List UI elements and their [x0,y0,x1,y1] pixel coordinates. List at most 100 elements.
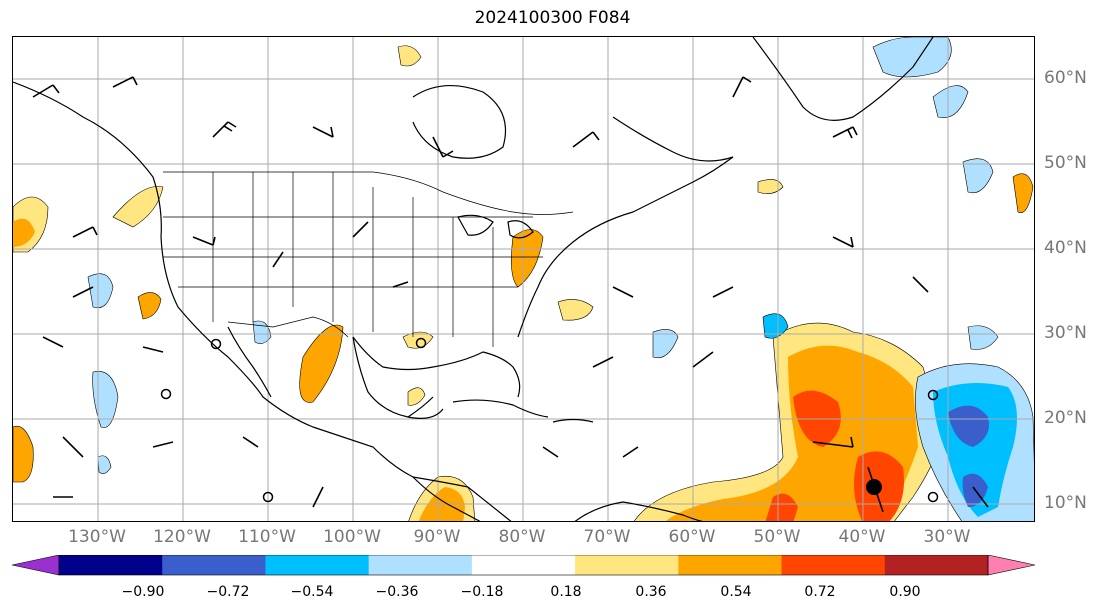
cool-anomaly-region [872,37,952,78]
lon-label-120w: 120°W [153,527,211,547]
lon-label-130w: 130°W [68,527,126,547]
wind-barb-icon [832,236,854,248]
colorbar-tick: 0.72 [804,584,836,600]
wind-barb-icon [152,441,174,448]
wind-barb-icon [212,121,237,138]
wind-barb-icon [142,346,164,353]
wind-barb-icon [112,76,138,88]
wind-barb-icon [42,336,64,348]
yucatan [407,408,444,419]
calm-circle-icon [927,491,939,503]
hudson-bay [412,84,507,159]
warm-anomaly-region [112,186,164,228]
colorbar-tick: 0.54 [720,584,752,600]
gridlines [13,37,1034,521]
cool-anomaly-region [92,370,119,428]
wind-barb-icon [32,84,60,98]
wind-barb-icon [72,226,98,238]
colorbar-segment [265,555,370,575]
wind-barb-icon [612,286,634,298]
warm-anomaly-region [1012,173,1034,213]
cool-anomaly-region [97,455,112,474]
tropical-cyclone-center-icon [866,479,882,495]
wind-barb-icon [812,436,854,448]
wind-barb-icon [352,221,369,238]
lat-label-20n: 20°N [1044,408,1087,428]
greenland [752,37,934,121]
mexico-east-coast [352,336,434,418]
cool-anomaly-region [962,158,994,194]
lon-label-110w: 110°W [238,527,296,547]
wind-barb-icon [242,436,259,448]
calm-circle-icon [262,491,274,503]
map-title: 2024100300 F084 [474,8,631,28]
lat-label-60n: 60°N [1044,68,1087,88]
gulf-coast [352,336,521,398]
warm-anomaly-core [13,218,35,247]
wind-barb-icon [62,436,84,458]
cuba [452,399,549,418]
strong-cool-anomaly [948,405,989,447]
coastlines [13,37,934,521]
colorbar-tick: 0.36 [635,584,667,600]
colorbar-tick: −0.18 [460,584,504,600]
warm-anomaly-region [757,179,784,194]
lat-label-30n: 30°N [1044,323,1087,343]
lon-label-100w: 100°W [323,527,381,547]
great-lakes [457,214,534,239]
wind-barb-icon [712,286,734,298]
colorbar-tick: −0.72 [206,584,250,600]
cool-anomaly-region [252,320,272,344]
lat-label-10n: 10°N [1044,493,1087,513]
lon-label-60w: 60°W [668,527,716,547]
colorbar-segment [884,555,989,575]
cool-anomaly-region [652,329,679,359]
lon-label-80w: 80°W [498,527,546,547]
lon-label-40w: 40°W [838,527,886,547]
colorbar-tick: −0.90 [121,584,165,600]
colorbar-frame [58,555,989,576]
warm-anomaly-region [407,387,426,406]
cool-anomaly-region [967,325,999,350]
north-america-west-coast [13,81,481,521]
map-plot-area [12,36,1035,522]
colorbar-max-arrow [987,555,1036,576]
calm-circles [160,337,939,503]
wind-barb-icon [912,276,929,293]
wind-barb-icon [312,126,334,138]
wind-barb-icon [432,136,454,158]
colorbar-segment [59,555,163,575]
lon-label-30w: 30°W [923,527,971,547]
wind-barb-icon [692,351,714,368]
warm-anomaly-region [137,292,162,320]
wind-barb-icon [732,76,752,98]
calm-circle-icon [415,337,427,349]
state-lines [163,172,543,347]
lon-label-70w: 70°W [583,527,631,547]
calm-circle-icon [210,338,222,350]
political-borders [163,171,574,347]
colorbar [11,555,1036,576]
central-america [412,476,512,521]
wind-barb-icon [272,251,284,268]
hispaniola [552,418,594,423]
east-coast [517,156,734,338]
colorbar-tick: −0.36 [375,584,419,600]
calm-circle-icon [927,389,939,401]
us-canada-border [163,171,574,215]
colorbar-tick: 0.18 [550,584,582,600]
cool-anomaly-region [762,313,789,339]
lon-label-50w: 50°W [753,527,801,547]
wind-barb-icon [972,486,989,508]
lon-label-90w: 90°W [413,527,461,547]
colorbar-tick: 0.90 [889,584,921,600]
map-svg [13,37,1034,521]
labrador [612,116,734,162]
wind-barbs [32,76,989,513]
baja-california [227,326,272,398]
wind-barb-icon [392,281,409,288]
warm-anomaly-region [13,425,34,483]
colorbar-segment [781,555,886,575]
lat-label-50n: 50°N [1044,153,1087,173]
wind-barb-icon [572,131,600,148]
